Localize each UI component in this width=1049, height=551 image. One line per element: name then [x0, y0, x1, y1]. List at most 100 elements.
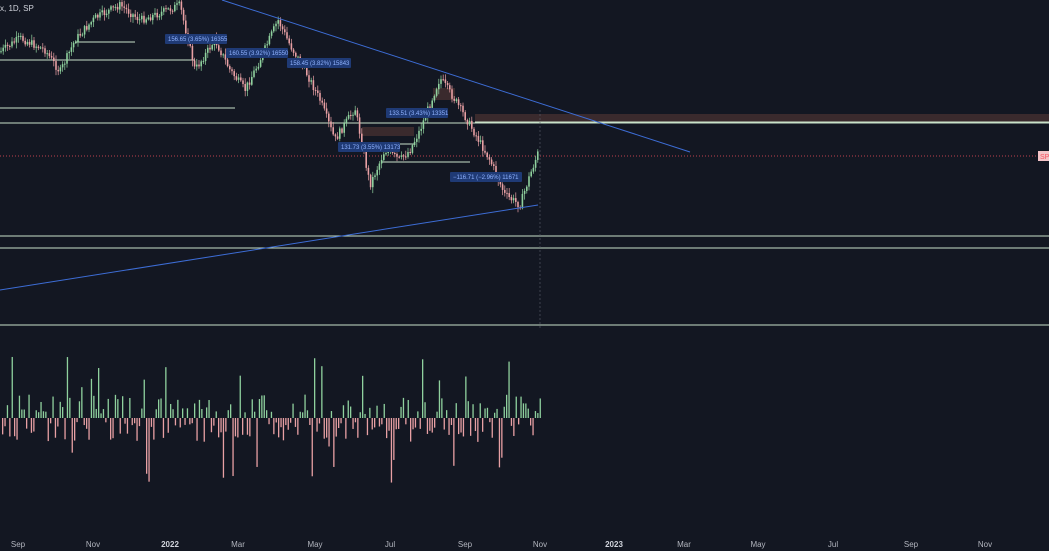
candle-body [158, 15, 161, 18]
candle-body [88, 24, 90, 30]
candle-body [317, 90, 319, 93]
hist-bar-up [503, 406, 505, 418]
hist-bar-down [429, 418, 431, 431]
candle-body [42, 47, 44, 49]
candle-body [20, 35, 22, 37]
measure-badge-label: 133.51 (3.43%) 13351 [389, 111, 449, 117]
hist-bar-down [297, 418, 299, 435]
candle-body [193, 60, 196, 67]
hist-bar-down [112, 418, 114, 439]
measure-badge [338, 142, 400, 152]
hist-bar-up [23, 409, 25, 418]
candle-body [226, 59, 229, 67]
candle-body [499, 180, 502, 185]
symbol-title: x, 1D, SP [0, 4, 34, 13]
hist-bar-up [537, 413, 539, 418]
candle-body [398, 156, 400, 158]
candle-body [103, 10, 106, 16]
candle-body [163, 8, 165, 12]
candle-body [288, 38, 290, 44]
price-tag-box [1038, 151, 1049, 161]
candle-body [72, 42, 75, 48]
x-tick-label: Nov [86, 540, 100, 549]
candle-body [77, 33, 79, 43]
candle-body [125, 7, 128, 10]
candle-body [33, 40, 35, 48]
candle-body [284, 29, 286, 33]
candle-body [167, 8, 169, 10]
hist-bar-up [28, 394, 30, 418]
candle-body [50, 56, 53, 58]
measurement-badges: 156.65 (3.65%) 16355 160.55 (3.92%) 16550… [165, 34, 522, 182]
candle-body [231, 69, 233, 72]
candle-body [532, 167, 535, 172]
hist-bar-down [256, 418, 258, 467]
candle-body [356, 110, 359, 118]
hist-bar-down [150, 418, 153, 427]
hist-bar-up [198, 399, 201, 418]
x-tick-label: Jul [828, 540, 838, 549]
hist-bar-up [467, 401, 469, 418]
hist-bar-up [321, 366, 323, 418]
candle-body [385, 152, 387, 155]
candle-body [453, 98, 455, 101]
hist-bar-up [170, 403, 172, 418]
hist-bar-down [71, 418, 73, 453]
hist-bar-down [4, 418, 6, 427]
hist-bar-down [498, 418, 501, 468]
hist-bar-up [177, 399, 179, 418]
candle-body [64, 63, 66, 65]
candle-body [365, 151, 367, 168]
candle-body [528, 176, 530, 187]
hist-bar-down [501, 418, 503, 458]
candle-body [275, 23, 277, 27]
candle-body [224, 54, 227, 60]
hist-bar-down [9, 418, 11, 437]
hist-bar-down [443, 418, 445, 430]
hist-bar-up [359, 412, 361, 418]
hist-bar-down [318, 418, 321, 424]
candle-body [409, 152, 411, 154]
candle-body [11, 41, 13, 47]
candle-body [92, 17, 95, 23]
candle-body [475, 135, 477, 137]
candle-body [66, 53, 68, 64]
candle-body [112, 6, 114, 8]
candle-body [138, 19, 141, 21]
hist-bar-down [138, 418, 141, 427]
hist-bar-up [141, 408, 143, 418]
hist-bar-down [390, 418, 393, 483]
candle-body [530, 171, 532, 177]
candle-body [31, 40, 33, 45]
hist-bar-down [510, 418, 513, 426]
candle-body [259, 60, 262, 67]
candle-body [451, 89, 453, 99]
hist-bar-down [268, 418, 270, 425]
hist-bar-up [455, 403, 457, 418]
candle-body [510, 197, 513, 201]
histogram-bars [2, 356, 541, 483]
candle-body [468, 120, 471, 125]
candle-body [374, 175, 376, 177]
hist-bar-down [311, 418, 313, 477]
candle-body [83, 26, 86, 35]
hist-bar-down [414, 418, 417, 428]
candle-body [105, 13, 108, 16]
measure-badge-label: −116.71 (−2.96%) 11671 [453, 175, 519, 181]
hist-bar-down [462, 418, 465, 437]
candle-body [400, 155, 403, 157]
hist-bar-down [412, 418, 414, 430]
candle-body [442, 79, 444, 81]
candle-body [6, 44, 9, 46]
hist-bar-down [210, 418, 213, 433]
candle-body [460, 105, 462, 107]
candle-body [79, 33, 81, 36]
candle-body [321, 100, 323, 103]
hist-bar-down [410, 418, 412, 442]
hist-bar-down [275, 418, 277, 423]
candle-body [176, 3, 178, 5]
candle-body [255, 68, 257, 71]
candle-body [482, 140, 484, 151]
candle-body [68, 51, 70, 54]
